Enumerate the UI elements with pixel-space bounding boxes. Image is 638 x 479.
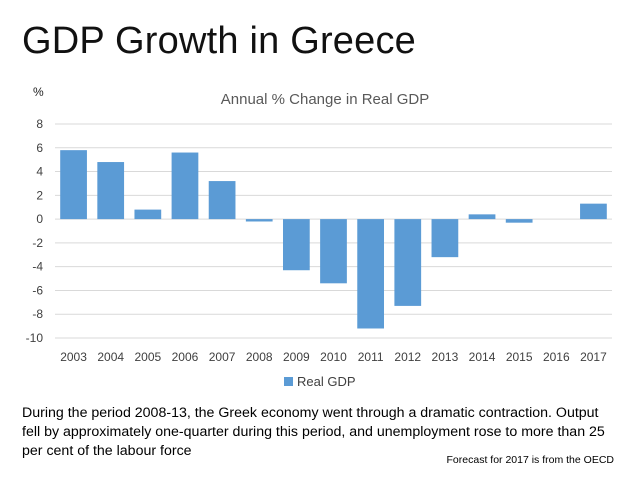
- x-tick-label: 2017: [580, 350, 607, 364]
- x-tick-label: 2014: [469, 350, 496, 364]
- chart-title: Annual % Change in Real GDP: [221, 91, 429, 108]
- y-tick-label: -6: [32, 283, 43, 297]
- y-tick-label: -2: [32, 236, 43, 250]
- legend: Real GDP: [284, 374, 356, 389]
- legend-swatch: [284, 377, 293, 386]
- y-tick-label: 6: [36, 141, 43, 155]
- bar-2010: [320, 219, 347, 284]
- bar-2015: [505, 219, 533, 223]
- x-tick-label: 2009: [283, 350, 310, 364]
- x-axis-ticks: 2003 2004 2005 2006 2007 2008 2009 2010 2011 2012…: [60, 350, 607, 364]
- caption: During the period 2008-13, the Greek eco…: [22, 405, 605, 459]
- x-tick-label: 2013: [432, 350, 459, 364]
- x-tick-label: 2008: [246, 350, 273, 364]
- x-tick-label: 2015: [506, 350, 533, 364]
- bars: [60, 150, 607, 329]
- y-tick-label: 2: [36, 188, 43, 202]
- y-tick-label: 4: [36, 165, 43, 179]
- x-tick-label: 2011: [358, 350, 384, 364]
- y-tick-label: 8: [36, 117, 43, 131]
- y-axis-ticks: 8 6 4 2 0 -2 -4 -6 -8 -10: [26, 117, 44, 345]
- bar-2017: [580, 203, 607, 220]
- bar-2008: [245, 219, 273, 222]
- bar-2005: [134, 209, 162, 220]
- x-tick-label: 2010: [320, 350, 347, 364]
- bar-2004: [97, 162, 125, 220]
- bar-2011: [357, 219, 385, 329]
- y-tick-label: 0: [36, 212, 43, 226]
- y-unit-label: %: [33, 85, 44, 99]
- legend-label: Real GDP: [297, 374, 356, 389]
- x-tick-label: 2016: [543, 350, 570, 364]
- x-tick-label: 2006: [172, 350, 199, 364]
- bar-2014: [468, 214, 496, 220]
- bar-2006: [171, 152, 199, 220]
- bar-2007: [208, 181, 236, 220]
- y-tick-label: -4: [32, 260, 43, 274]
- x-tick-label: 2007: [209, 350, 236, 364]
- x-tick-label: 2005: [134, 350, 161, 364]
- footnote: Forecast for 2017 is from the OECD: [446, 454, 614, 466]
- y-tick-label: -8: [32, 307, 43, 321]
- bar-2013: [431, 219, 459, 258]
- bar-2003: [60, 150, 87, 220]
- x-tick-label: 2003: [60, 350, 87, 364]
- bar-2009: [282, 219, 310, 271]
- slide-title: GDP Growth in Greece: [22, 20, 417, 62]
- y-tick-label: -10: [26, 331, 44, 345]
- bar-2012: [394, 219, 422, 306]
- x-tick-label: 2004: [97, 350, 124, 364]
- x-tick-label: 2012: [394, 350, 421, 364]
